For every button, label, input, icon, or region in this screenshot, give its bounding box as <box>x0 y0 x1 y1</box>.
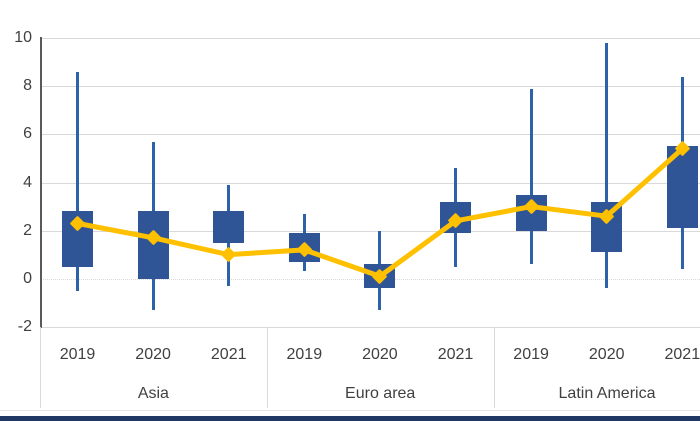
diamond-marker <box>220 246 237 263</box>
year-label-latin-america-2019: 2019 <box>513 346 549 363</box>
gridline-6 <box>41 134 700 136</box>
group-label-latin-america: Latin America <box>558 385 656 402</box>
year-label-euro-area-2021: 2021 <box>437 346 474 363</box>
year-label-euro-area-2019: 2019 <box>286 346 323 363</box>
y-tick-label-2: 2 <box>23 221 32 239</box>
gridline-8 <box>41 86 700 88</box>
y-tick-label-6: 6 <box>23 125 32 143</box>
year-label-latin-america-2021: 2021 <box>664 346 700 363</box>
bottom-accent-bar <box>0 416 700 421</box>
group-label-asia: Asia <box>137 385 169 402</box>
year-label-asia-2021: 2021 <box>210 346 247 363</box>
year-label-asia-2019: 2019 <box>59 346 96 363</box>
gridline-10 <box>41 38 700 40</box>
y-tick-label-8: 8 <box>23 77 32 95</box>
year-label-latin-america-2020: 2020 <box>588 346 625 363</box>
category-separator <box>266 326 268 408</box>
category-separator <box>493 326 495 408</box>
hilo-whisker <box>529 88 533 265</box>
y-tick-label--2: -2 <box>17 317 32 335</box>
category-area-bottom-border <box>0 410 700 411</box>
year-label-euro-area-2020: 2020 <box>362 346 398 363</box>
open-close-box <box>213 211 245 243</box>
group-label-euro-area: Euro area <box>345 385 416 402</box>
gridline-4 <box>41 182 700 184</box>
y-tick-label-4: 4 <box>23 173 32 191</box>
open-close-box <box>666 146 698 229</box>
y-tick-label-0: 0 <box>23 269 32 287</box>
category-separator <box>40 326 41 408</box>
y-tick-label-10: 10 <box>14 29 32 47</box>
y-axis-line <box>40 37 42 328</box>
year-label-asia-2020: 2020 <box>135 346 171 363</box>
gridline--2 <box>41 326 700 328</box>
